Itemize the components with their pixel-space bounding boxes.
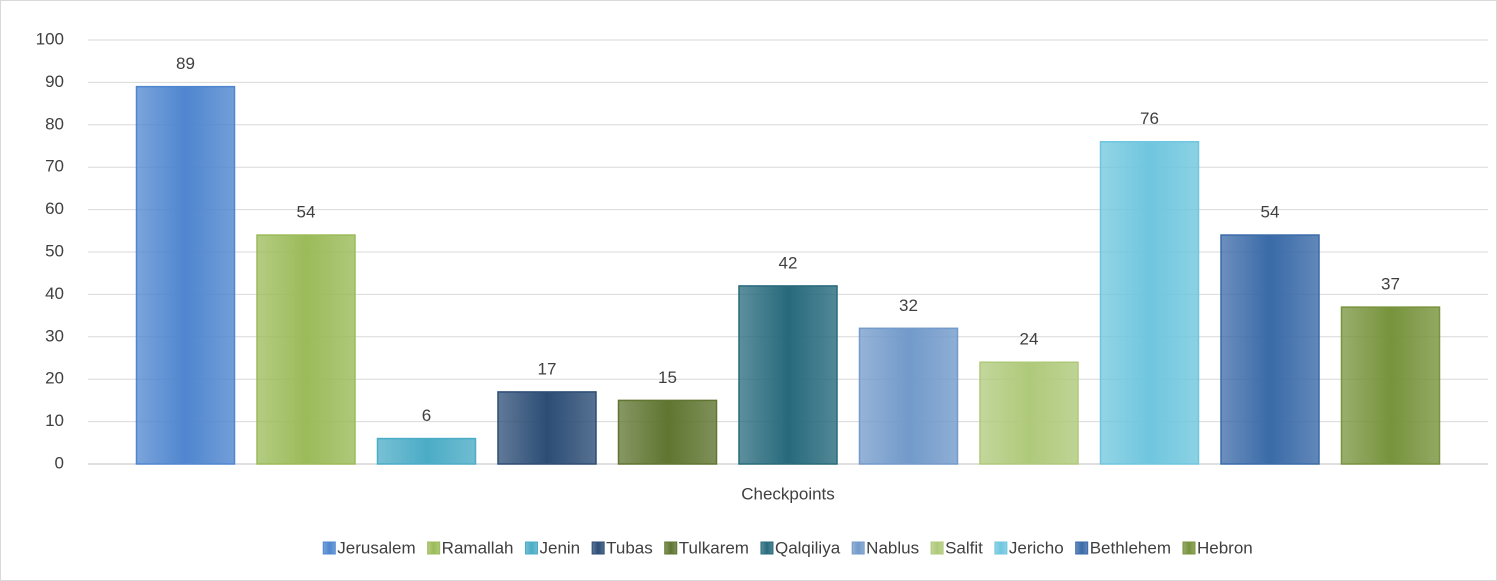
legend-label: Hebron [1197,538,1253,557]
legend-swatch [664,541,678,555]
data-label: 32 [899,296,918,315]
legend: Jerusalem Ramallah Jenin Tubas Tulkarem Qalqi… [322,538,1253,557]
legend-label: Salfit [945,538,983,557]
y-tick-label: 60 [45,199,64,218]
data-label: 54 [297,203,316,222]
data-label: 6 [422,406,431,425]
y-tick-label: 80 [45,114,64,133]
legend-label: Ramallah [442,538,514,557]
legend-swatch [930,541,944,555]
legend-swatch [760,541,774,555]
y-tick-label: 0 [55,453,64,472]
bar [979,361,1079,465]
legend-label: Tulkarem [679,538,749,557]
legend-swatch [1182,541,1196,555]
legend-label: Nablus [866,538,919,557]
bar [1340,306,1441,465]
legend-label: Bethlehem [1090,538,1171,557]
legend-swatch [322,541,336,555]
legend-label: Jerusalem [337,538,415,557]
bar [1099,141,1200,465]
y-tick-label: 40 [45,284,64,303]
y-tick-label: 100 [36,29,64,48]
bar [135,85,236,465]
legend-swatch [851,541,865,555]
legend-swatch [591,541,605,555]
y-tick-label: 10 [45,411,64,430]
y-tick-label: 90 [45,72,64,91]
x-tick-label: Checkpoints [741,484,835,503]
bar [1220,234,1320,465]
y-tick-label: 70 [45,157,64,176]
y-tick-label: 50 [45,241,64,260]
bar [617,399,718,465]
data-label: 37 [1381,275,1400,294]
data-label: 89 [176,54,195,73]
data-label: 15 [658,368,677,387]
data-label: 54 [1261,203,1280,222]
legend-swatch [524,541,538,555]
bar [497,391,597,465]
legend-swatch [1075,541,1089,555]
data-label: 76 [1140,109,1159,128]
bar [858,327,959,465]
y-tick-label: 20 [45,369,64,388]
bar [256,234,356,465]
bar [738,285,838,465]
legend-swatch [427,541,441,555]
data-label: 24 [1020,330,1039,349]
legend-label: Qalqiliya [775,538,841,557]
y-tick-label: 30 [45,326,64,345]
legend-label: Jericho [1009,538,1064,557]
legend-label: Jenin [539,538,580,557]
legend-label: Tubas [606,538,653,557]
bar [376,437,477,465]
legend-swatch [994,541,1008,555]
data-label: 17 [538,359,557,378]
data-label: 42 [779,253,798,272]
